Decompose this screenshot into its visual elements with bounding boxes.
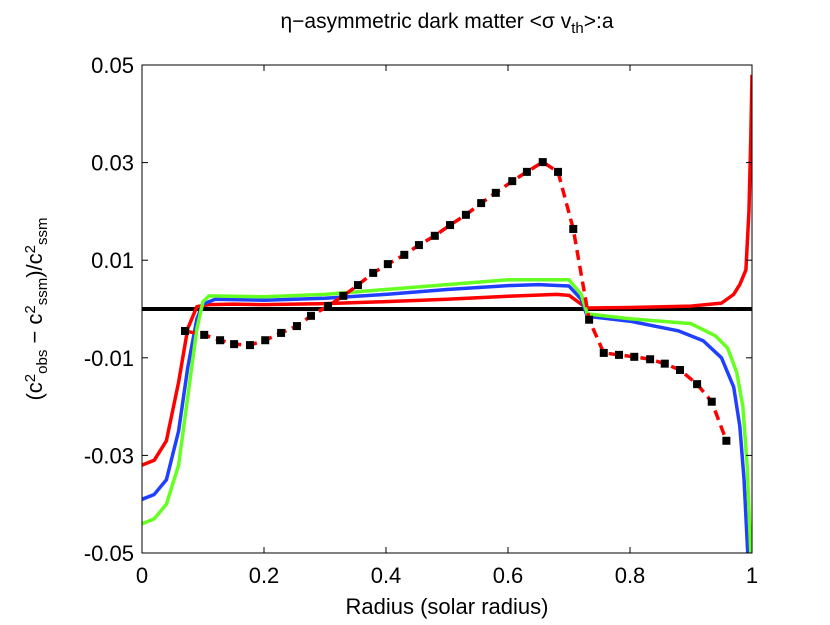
x-tick-label: 0.4 bbox=[371, 563, 402, 588]
y-tick-label: 0.03 bbox=[91, 151, 134, 176]
data-point bbox=[477, 199, 486, 208]
data-point bbox=[414, 241, 423, 250]
data-point bbox=[306, 311, 315, 320]
data-point bbox=[200, 330, 209, 339]
data-point bbox=[522, 167, 531, 176]
x-axis-label: Radius (solar radius) bbox=[346, 594, 549, 619]
text-part: ssm bbox=[34, 278, 51, 306]
data-point bbox=[554, 167, 563, 176]
data-point bbox=[707, 397, 716, 406]
text-part: )/c bbox=[22, 253, 47, 277]
data-point bbox=[446, 221, 455, 230]
data-point bbox=[491, 188, 500, 197]
data-point bbox=[676, 366, 685, 374]
plot-lines bbox=[142, 74, 752, 553]
data-point bbox=[508, 177, 517, 186]
data-point bbox=[261, 336, 270, 345]
data-point bbox=[461, 210, 470, 219]
data-point bbox=[722, 436, 731, 445]
text-part: 2 bbox=[22, 245, 39, 253]
data-point bbox=[660, 359, 669, 368]
data-point bbox=[569, 224, 578, 233]
data-point bbox=[324, 302, 333, 311]
data-point bbox=[339, 291, 348, 300]
series-line bbox=[142, 282, 750, 553]
text-part: η−asymmetric dark matter <σ v bbox=[280, 10, 571, 33]
y-tick-label: 0.05 bbox=[91, 53, 134, 78]
data-point bbox=[277, 328, 286, 337]
y-axis-label: (c2obs − c2ssm)/c2ssm bbox=[22, 217, 51, 400]
series-line bbox=[142, 74, 752, 467]
data-point bbox=[599, 348, 608, 357]
data-point bbox=[646, 355, 655, 364]
text-part: obs bbox=[34, 350, 51, 374]
y-tick-label: -0.01 bbox=[84, 346, 134, 371]
text-part: ssm bbox=[34, 217, 51, 245]
data-point bbox=[353, 281, 362, 290]
text-part: 2 bbox=[22, 305, 39, 313]
data-point bbox=[630, 352, 639, 361]
data-point bbox=[615, 350, 624, 359]
text-part: − c bbox=[22, 314, 47, 350]
chart-title: η−asymmetric dark matter <σ vth>:a bbox=[280, 10, 613, 37]
data-point bbox=[369, 268, 378, 277]
data-point bbox=[693, 380, 702, 389]
data-point bbox=[245, 341, 254, 350]
x-tick-label: 0.8 bbox=[615, 563, 646, 588]
data-point bbox=[585, 315, 594, 324]
y-tick-label: -0.05 bbox=[84, 541, 134, 566]
x-tick-label: 0.6 bbox=[493, 563, 524, 588]
data-point bbox=[216, 336, 225, 345]
data-point bbox=[292, 322, 301, 331]
data-point bbox=[383, 260, 392, 269]
data-point bbox=[230, 340, 239, 349]
data-point bbox=[430, 231, 439, 240]
y-tick-label: 0.01 bbox=[91, 248, 134, 273]
series-line bbox=[142, 277, 752, 553]
x-tick-label: 0.2 bbox=[249, 563, 280, 588]
y-tick-label: -0.03 bbox=[84, 443, 134, 468]
text-part: th bbox=[571, 20, 584, 37]
data-point bbox=[400, 250, 409, 259]
text-part: >:a bbox=[584, 10, 614, 33]
text-part: (c bbox=[22, 382, 47, 400]
x-tick-label: 1 bbox=[746, 563, 758, 588]
data-point bbox=[181, 326, 190, 335]
axes-frame bbox=[141, 64, 753, 554]
data-point bbox=[538, 158, 547, 167]
text-part: 2 bbox=[22, 374, 39, 382]
x-tick-label: 0 bbox=[136, 563, 148, 588]
